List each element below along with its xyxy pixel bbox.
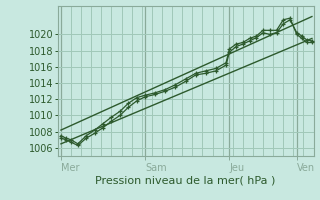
X-axis label: Pression niveau de la mer( hPa ): Pression niveau de la mer( hPa ): [95, 176, 276, 186]
